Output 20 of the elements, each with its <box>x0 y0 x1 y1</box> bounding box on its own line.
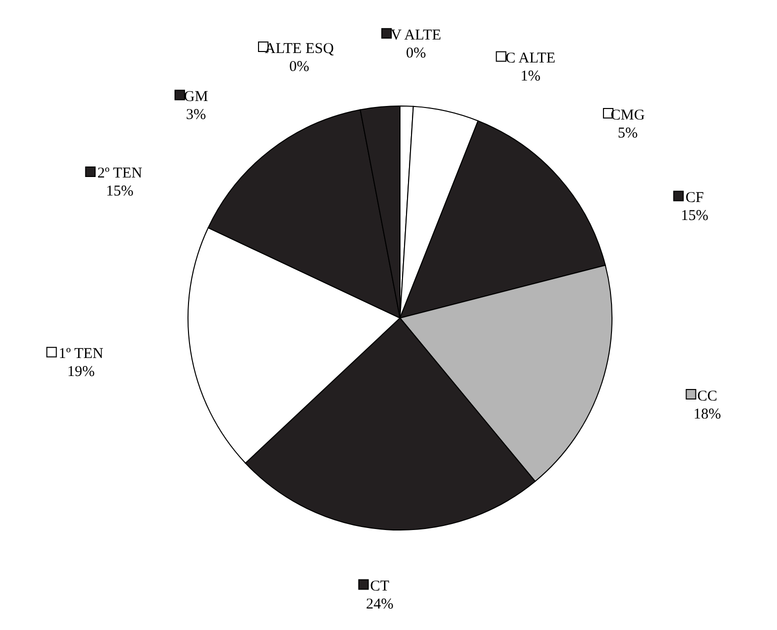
data-label: 3% <box>186 107 206 124</box>
data-label: 15% <box>106 184 134 200</box>
legend-label: V ALTE <box>390 27 442 44</box>
data-label: 5% <box>618 125 638 142</box>
legend-label: CF <box>686 190 704 206</box>
legend-label: 2º TEN <box>97 166 142 182</box>
legend-label: GM <box>184 89 208 106</box>
data-label: 18% <box>693 406 721 422</box>
text: 0% <box>289 58 310 75</box>
data-label: 15% <box>680 208 708 224</box>
data-label: 19% <box>67 364 95 380</box>
legend-label: CC <box>697 388 718 404</box>
legend-label: 1º TEN <box>58 346 104 362</box>
legend-label: CT <box>370 578 390 594</box>
data-label: 24% <box>366 596 394 612</box>
legend-label: CMG <box>610 107 645 124</box>
legend-label: C ALTE <box>506 50 556 67</box>
legend-label: ALTE ESQ <box>264 40 334 57</box>
text: 0% <box>406 45 426 62</box>
data-label: 1% <box>520 68 540 85</box>
